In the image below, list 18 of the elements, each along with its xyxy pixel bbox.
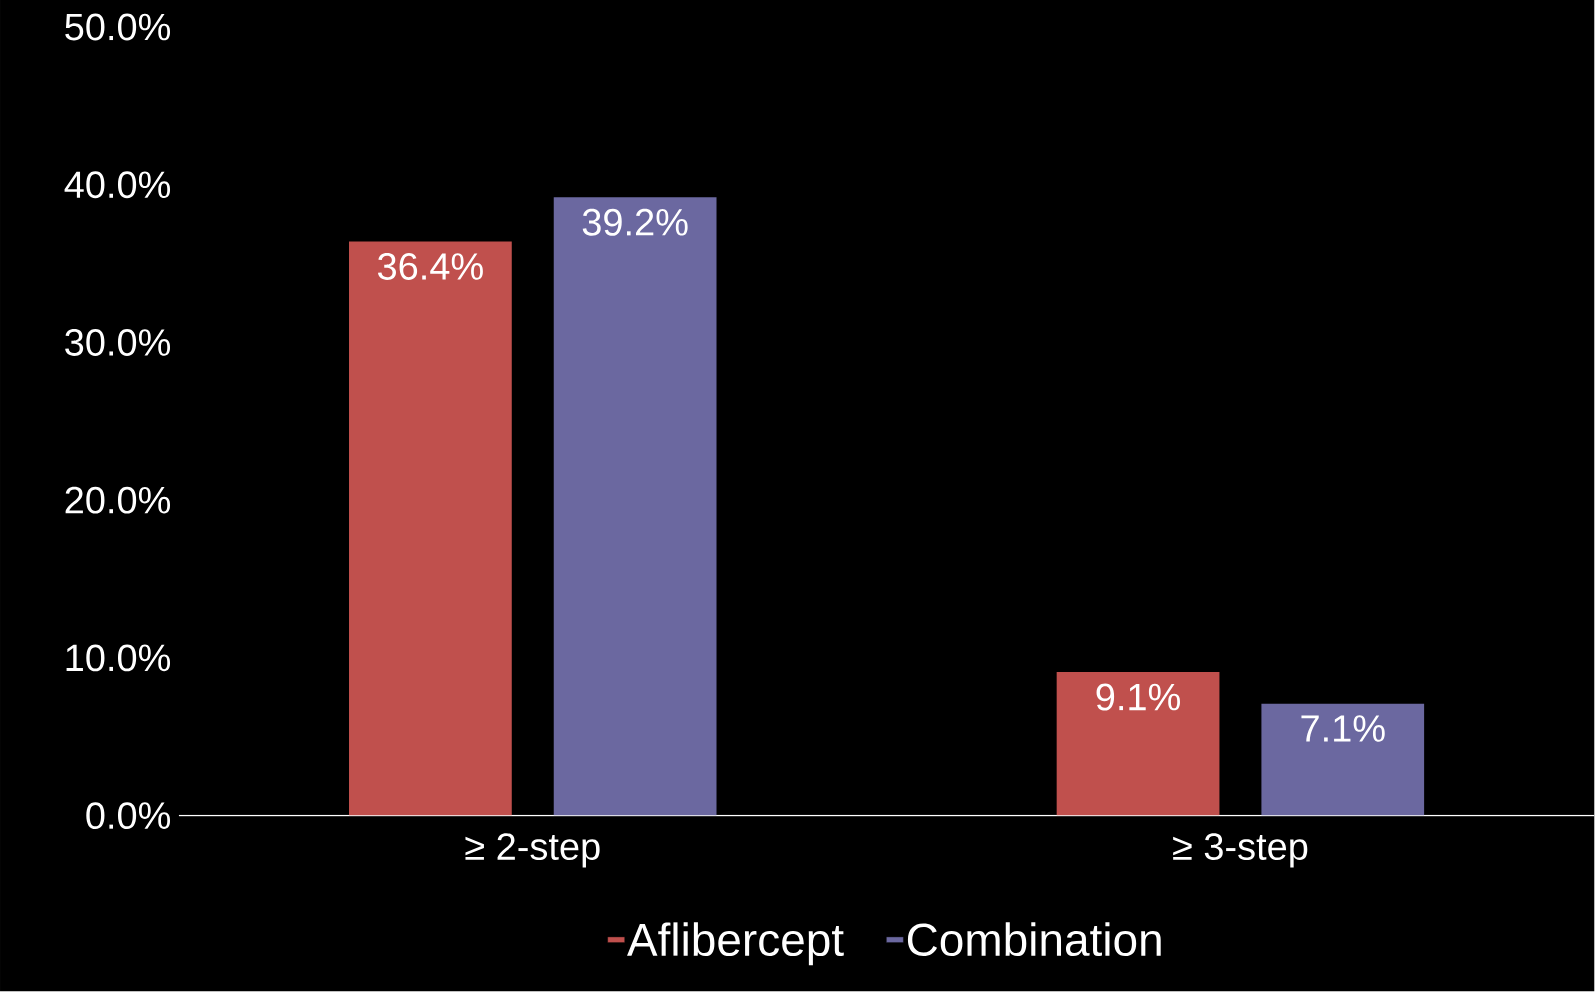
y-tick-label: 40.0% — [64, 171, 171, 199]
data-label: 9.1% — [1096, 683, 1180, 711]
y-tick-label: 50.0% — [65, 13, 171, 41]
bar — [553, 197, 717, 816]
y-tick-label: 10.0% — [66, 644, 171, 672]
legend-label: Aflibercept — [627, 922, 844, 966]
data-label: 7.1% — [1301, 715, 1385, 742]
x-tick-label: ≥ 3-step — [1173, 833, 1308, 868]
data-label: 39.2% — [582, 209, 688, 236]
x-tick-label: ≥ 2-step — [465, 833, 600, 868]
y-tick-label: 20.0% — [65, 486, 171, 514]
legend-label: Combination — [907, 922, 1161, 957]
bar — [1261, 703, 1425, 816]
y-tick-label: 0.0% — [86, 802, 171, 830]
bar — [349, 241, 512, 816]
y-tick-label: 30.0% — [65, 329, 171, 357]
bar — [1056, 672, 1220, 816]
data-label: 36.4% — [377, 253, 483, 281]
